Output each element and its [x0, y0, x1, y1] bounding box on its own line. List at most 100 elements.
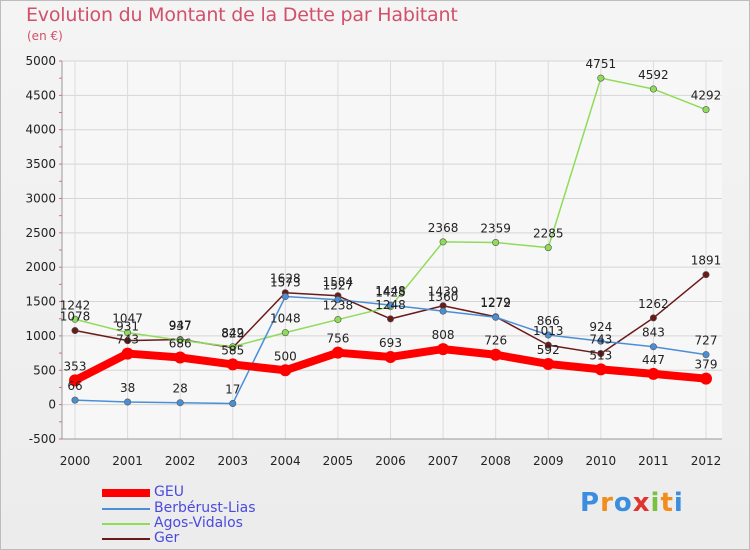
data-point	[121, 347, 134, 360]
data-label: 379	[695, 358, 718, 372]
data-label: 1573	[270, 276, 301, 290]
data-point	[700, 372, 712, 385]
chart-title: Evolution du Montant de la Dette par Hab…	[26, 4, 458, 26]
data-point	[492, 313, 500, 321]
data-point	[279, 364, 292, 377]
x-tick-label: 2010	[586, 454, 617, 468]
data-point	[229, 399, 237, 407]
data-label: 1279	[480, 296, 511, 310]
data-label: 1242	[60, 298, 91, 312]
data-label: 1448	[375, 284, 406, 298]
data-label: 1238	[323, 299, 354, 313]
data-point	[69, 374, 81, 387]
data-point	[649, 343, 657, 351]
data-label: 4292	[691, 89, 722, 103]
data-point	[176, 399, 184, 407]
y-tick-label: 2000	[25, 260, 56, 274]
data-point	[597, 350, 605, 358]
plot-area	[62, 61, 722, 439]
data-label: 842	[221, 326, 244, 340]
data-label: 843	[642, 326, 665, 340]
data-label: 1048	[270, 312, 301, 326]
x-tick-label: 2003	[217, 454, 248, 468]
y-tick-label: 0	[48, 398, 56, 412]
data-label: 947	[169, 319, 192, 333]
x-tick-label: 2005	[323, 454, 354, 468]
legend-swatch	[102, 538, 150, 540]
data-label: 1527	[323, 279, 354, 293]
data-label: 693	[379, 336, 402, 350]
data-point	[702, 351, 710, 359]
data-point	[331, 346, 344, 359]
x-tick-label: 2009	[533, 454, 564, 468]
y-tick-label: 5000	[25, 54, 56, 68]
data-point	[647, 367, 660, 380]
data-point	[439, 307, 447, 315]
data-label: 829	[221, 327, 244, 341]
proxiti-logo: Proxiti	[580, 488, 684, 518]
data-point	[544, 341, 552, 349]
data-point	[594, 363, 607, 376]
data-label: 1891	[691, 254, 722, 268]
data-label: 2285	[533, 227, 564, 241]
x-tick-label: 2006	[375, 454, 406, 468]
data-label: 2359	[480, 222, 511, 236]
data-label: 756	[326, 332, 349, 346]
data-label: 447	[642, 353, 665, 367]
data-point	[174, 351, 187, 364]
data-point	[542, 357, 555, 370]
data-label: 808	[432, 328, 455, 342]
data-point	[544, 244, 552, 252]
data-label: 1360	[428, 290, 459, 304]
x-tick-label: 2002	[165, 454, 196, 468]
legend-label: Agos-Vidalos	[154, 515, 243, 531]
data-label: 38	[120, 381, 135, 395]
data-point	[334, 316, 342, 324]
y-tick-label: 4000	[25, 123, 56, 137]
data-label: 743	[589, 333, 612, 347]
data-point	[437, 343, 450, 356]
data-label: 1248	[375, 298, 406, 312]
data-label: 66	[67, 379, 82, 393]
data-point	[124, 329, 132, 337]
data-point	[702, 271, 710, 279]
data-label: 1272	[480, 296, 511, 310]
data-point	[439, 238, 447, 246]
data-label: 353	[64, 359, 87, 373]
data-point	[124, 398, 132, 406]
data-point	[702, 106, 710, 114]
data-point	[71, 315, 79, 323]
data-point	[229, 343, 237, 351]
data-label: 1262	[638, 297, 669, 311]
y-tick-label: 3000	[25, 191, 56, 205]
data-point	[124, 337, 132, 345]
data-label: 1628	[270, 272, 301, 286]
legend-label: Ger	[154, 530, 180, 546]
legend-swatch	[102, 489, 150, 497]
y-tick-label: 4500	[25, 88, 56, 102]
data-point	[384, 351, 397, 364]
data-point	[281, 329, 289, 337]
data-label: 686	[169, 336, 192, 350]
y-tick-label: 1500	[25, 295, 56, 309]
data-label: 2368	[428, 221, 459, 235]
data-point	[334, 296, 342, 304]
x-tick-label: 2004	[270, 454, 301, 468]
data-label: 1013	[533, 324, 564, 338]
data-label: 4751	[586, 57, 617, 71]
data-label: 585	[221, 343, 244, 357]
y-tick-label: 1000	[25, 329, 56, 343]
data-point	[71, 327, 79, 335]
data-point	[597, 74, 605, 82]
x-tick-label: 2007	[428, 454, 459, 468]
data-label: 924	[589, 320, 612, 334]
data-label: 17	[225, 382, 240, 396]
data-label: 1584	[323, 275, 354, 289]
x-tick-label: 2008	[480, 454, 511, 468]
x-tick-label: 2011	[638, 454, 669, 468]
x-tick-label: 2000	[60, 454, 91, 468]
data-point	[649, 85, 657, 93]
legend-swatch	[102, 508, 150, 510]
data-point	[492, 239, 500, 247]
